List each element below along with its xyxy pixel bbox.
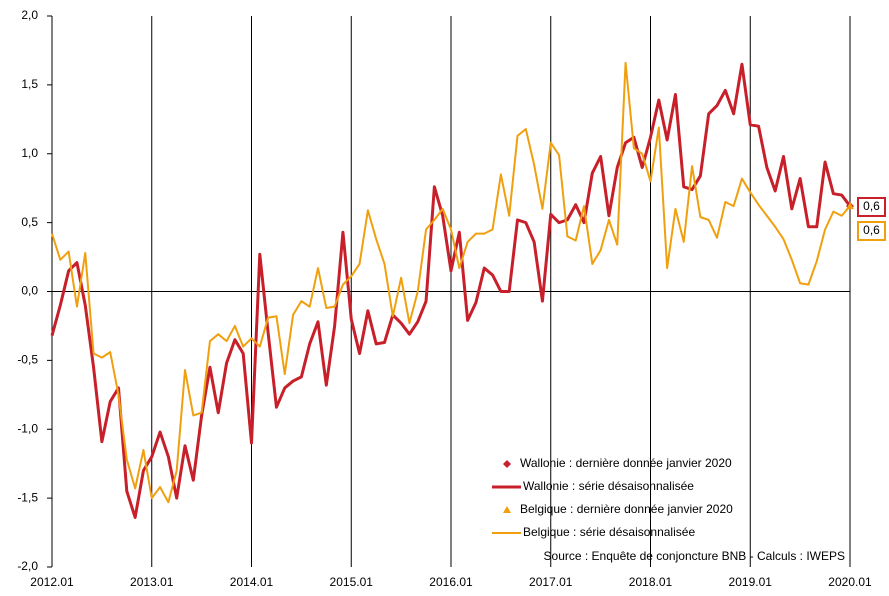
x-tick-label: 2018.01 (629, 575, 673, 589)
y-tick-label: 2,0 (21, 8, 38, 22)
value-label: 0,6 (863, 223, 880, 237)
legend-marker (503, 460, 511, 468)
value-label: 0,6 (863, 199, 880, 213)
series-line (50, 62, 852, 519)
legend-marker (503, 506, 511, 513)
x-tick-label: 2020.01 (828, 575, 872, 589)
y-tick-label: -1,5 (17, 490, 38, 504)
legend-label: Belgique : série désaisonnalisée (523, 525, 695, 539)
value-label-box (857, 221, 886, 241)
y-tick-label: -0,5 (17, 353, 38, 367)
legend-label: Belgique : dernière donnée janvier 2020 (520, 502, 733, 516)
x-tick-label: 2019.01 (729, 575, 773, 589)
y-tick-label: 0,5 (21, 215, 38, 229)
y-tick-label: 0,0 (21, 284, 38, 298)
x-tick-label: 2013.01 (130, 575, 174, 589)
y-tick-label: -2,0 (17, 559, 38, 573)
x-tick-label: 2017.01 (529, 575, 573, 589)
x-tick-label: 2016.01 (429, 575, 473, 589)
value-label-box (857, 197, 886, 217)
x-tick-label: 2015.01 (330, 575, 374, 589)
x-tick-label: 2012.01 (30, 575, 74, 589)
legend-label: Wallonie : série désaisonnalisée (523, 479, 694, 493)
x-tick-label: 2014.01 (230, 575, 274, 589)
legend-label: Wallonie : dernière donnée janvier 2020 (520, 456, 732, 470)
y-tick-label: 1,5 (21, 77, 38, 91)
y-tick-label: -1,0 (17, 421, 38, 435)
series-line (51, 61, 851, 504)
y-tick-label: 1,0 (21, 146, 38, 160)
source-note: Source : Enquête de conjoncture BNB - Ca… (544, 549, 845, 563)
